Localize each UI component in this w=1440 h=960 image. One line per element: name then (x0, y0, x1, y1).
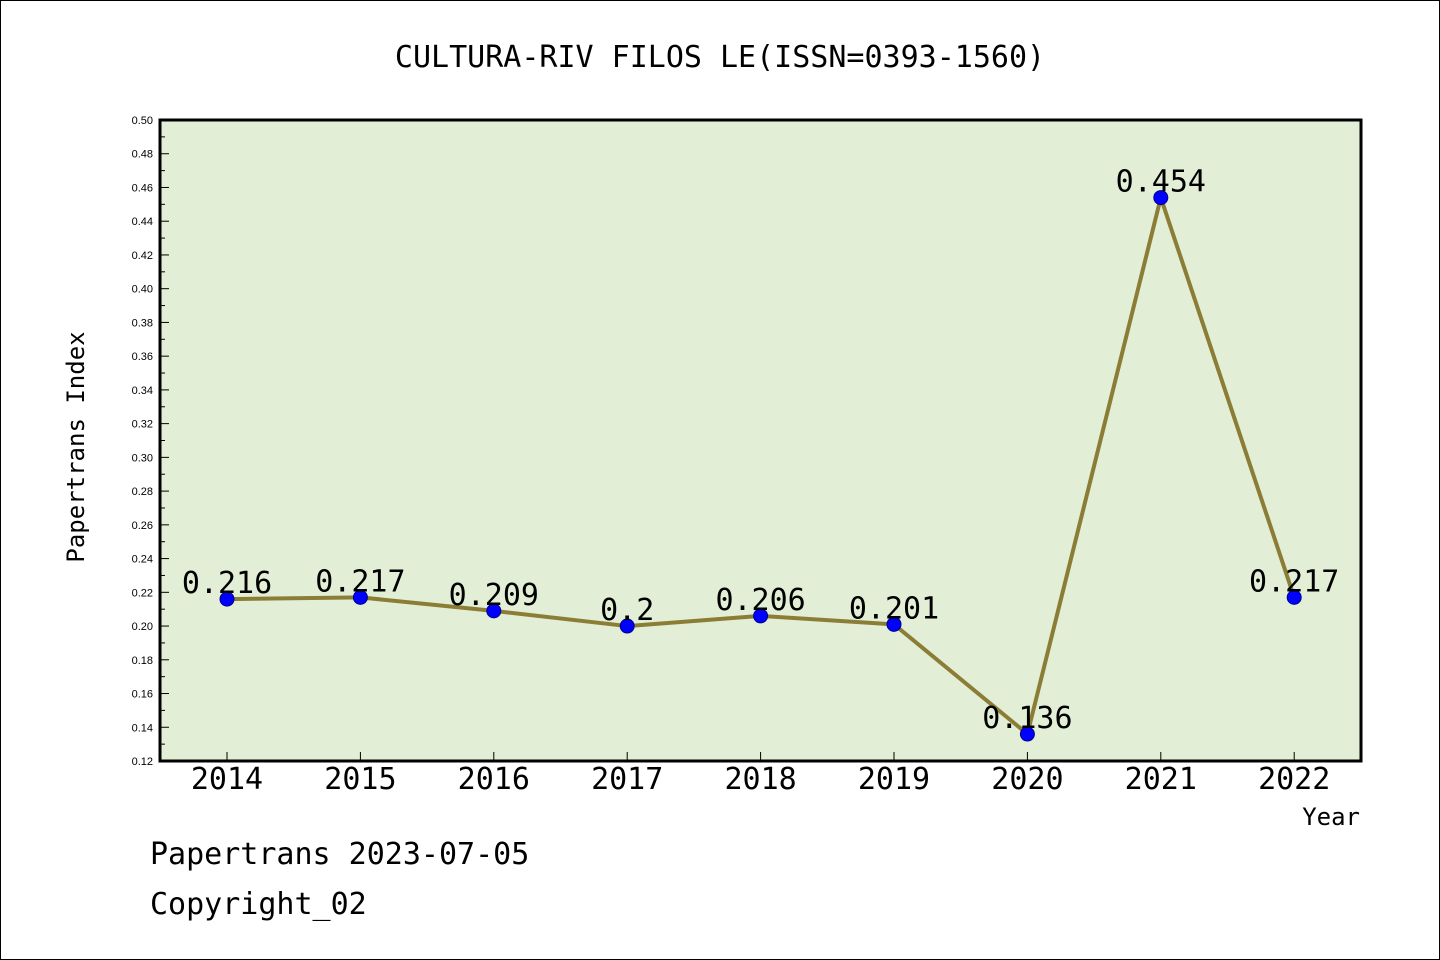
x-axis: 2014 2015 2016 2017 2018 2019 2020 2021 2022 (191, 752, 1330, 797)
x-tick-label: 2020 (991, 762, 1063, 797)
y-tick-label: 0.50 (132, 115, 153, 127)
data-point (753, 608, 769, 624)
y-tick-label: 0.42 (132, 250, 153, 262)
x-tick-label: 2017 (591, 762, 663, 797)
y-tick-label: 0.40 (132, 284, 153, 296)
y-tick-label: 0.14 (132, 722, 153, 734)
y-tick-label: 0.20 (132, 621, 153, 633)
data-point (486, 603, 502, 619)
y-axis: 0.12 0.14 0.16 0.18 0.20 0.22 0.24 0.26 0.28 0.30… (132, 115, 169, 768)
plot-area (158, 118, 1363, 763)
y-tick-label: 0.18 (132, 655, 153, 667)
data-point (619, 618, 635, 634)
y-tick-label: 0.48 (132, 149, 153, 161)
data-label: 0.209 (449, 578, 539, 613)
y-tick-label: 0.24 (132, 554, 153, 566)
x-tick-label: 2022 (1258, 762, 1330, 797)
data-label: 0.216 (182, 566, 272, 601)
data-label: 0.454 (1116, 165, 1206, 200)
y-tick-label: 0.26 (132, 520, 153, 532)
data-label: 0.136 (982, 701, 1072, 736)
data-point (352, 589, 368, 605)
y-tick-label: 0.16 (132, 689, 153, 701)
data-point (886, 616, 902, 632)
x-axis-title: Year (1302, 803, 1360, 831)
series-group (219, 190, 1302, 742)
y-axis-title: Papertrans Index (62, 331, 90, 562)
data-label: 0.217 (315, 564, 405, 599)
data-point (1153, 190, 1169, 206)
chart-title: CULTURA-RIV FILOS LE(ISSN=0393-1560) (395, 40, 1045, 75)
y-tick-label: 0.12 (132, 756, 153, 768)
y-tick-label: 0.46 (132, 182, 153, 194)
x-tick-label: 2019 (858, 762, 930, 797)
y-tick-label: 0.34 (132, 385, 153, 397)
y-tick-label: 0.32 (132, 419, 153, 431)
x-tick-label: 2015 (324, 762, 396, 797)
y-tick-label: 0.22 (132, 587, 153, 599)
data-point (219, 591, 235, 607)
data-label: 0.2 (600, 593, 654, 628)
footer-date: Papertrans 2023-07-05 (150, 837, 529, 872)
x-tick-label: 2018 (724, 762, 796, 797)
x-tick-label: 2014 (191, 762, 263, 797)
x-tick-label: 2016 (458, 762, 530, 797)
data-label: 0.217 (1249, 564, 1339, 599)
data-point (1019, 726, 1035, 742)
y-tick-label: 0.44 (132, 216, 153, 228)
y-tick-label: 0.28 (132, 486, 153, 498)
data-point (1286, 589, 1302, 605)
data-label: 0.206 (715, 583, 805, 618)
data-label: 0.201 (849, 591, 939, 626)
y-tick-label: 0.38 (132, 317, 153, 329)
y-tick-label: 0.36 (132, 351, 153, 363)
y-tick-label: 0.30 (132, 452, 153, 464)
footer-copyright: Copyright_02 (150, 887, 367, 922)
x-tick-label: 2021 (1125, 762, 1197, 797)
data-labels-group: 0.216 0.217 0.209 0.2 0.206 0.201 0.136 0.454 0.… (182, 165, 1340, 736)
